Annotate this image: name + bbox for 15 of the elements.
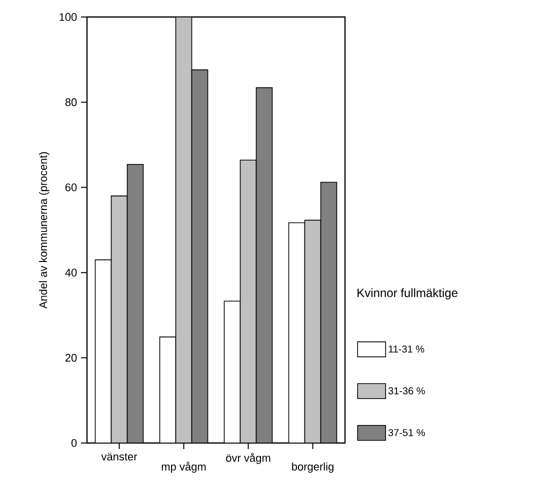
x-tick-label: mp vågm [162,462,206,473]
y-tick-label: 40 [65,268,77,276]
y-axis-title: Andel av kommunerna (procent) [39,152,50,309]
x-tick-label: borgerlig [292,462,334,473]
y-tick-label: 100 [60,13,77,21]
y-tick-label: 0 [71,439,77,447]
legend-label: 11-31 % [388,346,424,353]
x-tick-label: vänster [101,452,138,461]
y-tick-label: 60 [65,183,77,192]
legend-label: 37-51 % [388,429,425,436]
y-tick-label: 20 [65,354,77,362]
legend-title: Kvinnor fullmäktige [358,288,458,300]
x-tick-label: övr vågm [226,452,270,464]
legend-label: 31-36 % [388,387,425,394]
y-tick-label: 80 [65,98,77,106]
